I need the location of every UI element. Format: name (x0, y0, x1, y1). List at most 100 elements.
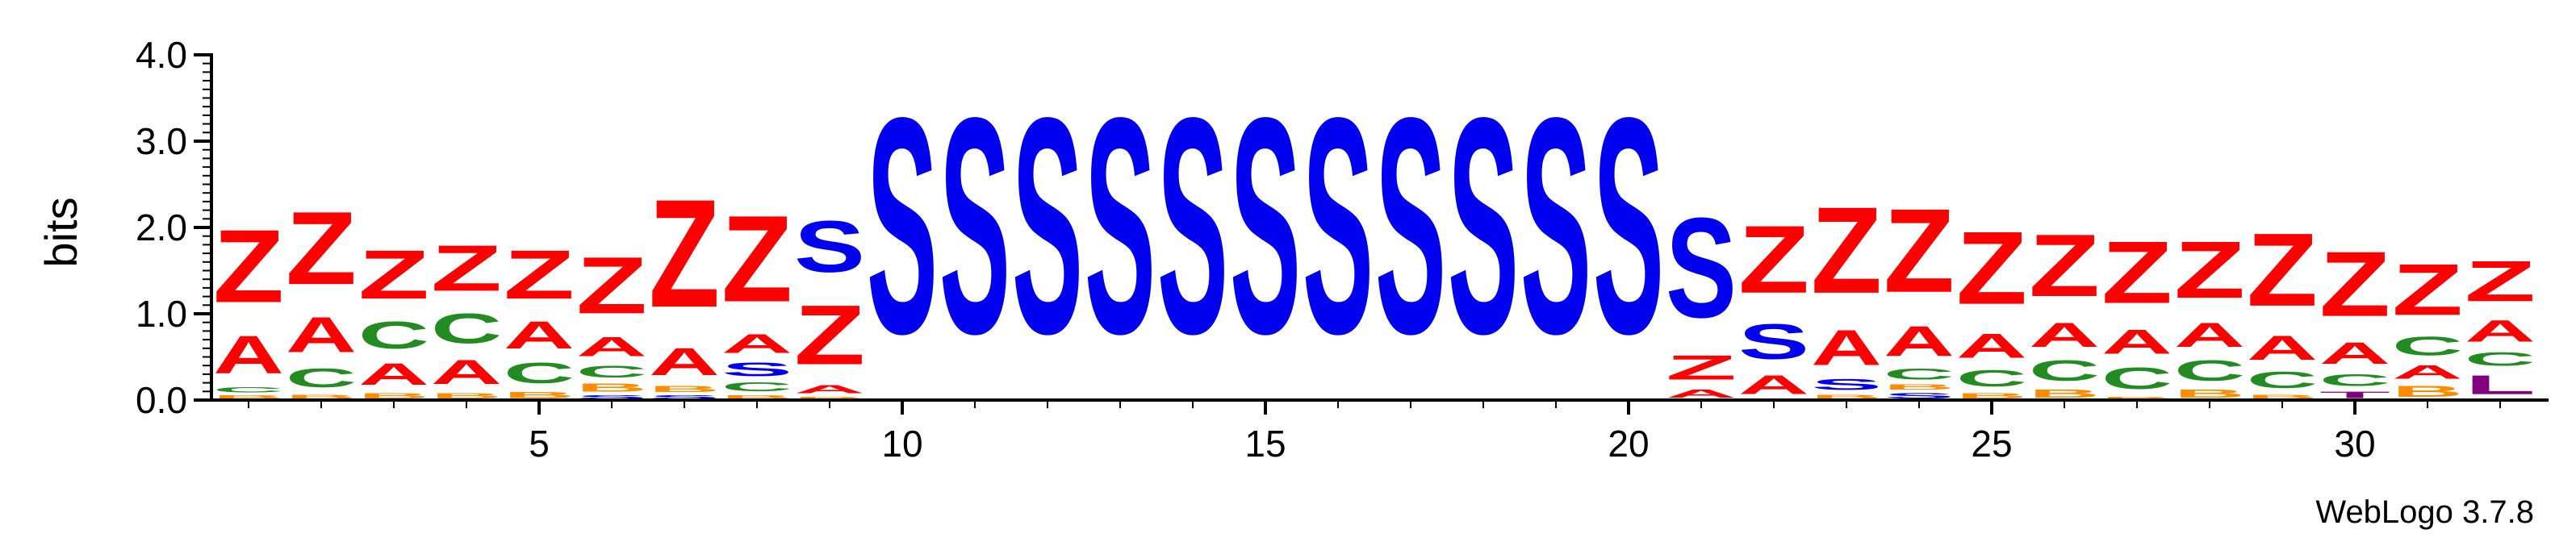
logo-letter-Z: Z (1666, 348, 1737, 387)
logo-letter-S: S (794, 205, 865, 287)
logo-letter-A: A (2101, 323, 2172, 361)
y-tick-label: 2.0 (136, 206, 187, 248)
logo-letter-B: B (721, 394, 792, 400)
logo-stack-pos-22: ASZ (1738, 206, 1809, 399)
logo-letter-Z: Z (2465, 249, 2536, 314)
logo-letter-Z: Z (213, 208, 284, 324)
logo-letter-C: C (2029, 355, 2100, 387)
logo-letter-B: B (2392, 383, 2463, 400)
logo-letter-B: B (2247, 394, 2318, 400)
x-tick-label: 5 (529, 423, 550, 465)
logo-letter-T: T (2319, 390, 2390, 400)
logo-letter-C: C (576, 362, 647, 382)
logo-letter-S: S (1157, 53, 1228, 398)
x-tick-label: 30 (2334, 423, 2375, 465)
logo-letter-B: B (649, 384, 720, 394)
logo-letter-S: S (939, 53, 1010, 398)
logo-stack-pos-18: S (1448, 53, 1519, 398)
logo-stack-pos-14: S (1157, 53, 1228, 398)
logo-letter-B: B (431, 391, 502, 400)
logo-letter-Z: Z (1738, 206, 1809, 314)
logo-letter-C: C (358, 314, 429, 357)
logo-letter-Z: Z (431, 231, 502, 305)
x-tick-label: 25 (1971, 423, 2012, 465)
logo-letter-S: S (867, 53, 938, 398)
logo-letter-A: A (2465, 314, 2536, 348)
logo-letter-A: A (2319, 336, 2390, 371)
x-tick-label: 15 (1244, 423, 1286, 465)
x-axis-ticks: 5 10 15 20 25 30 (248, 400, 2501, 465)
logo-stack-pos-13: S (1085, 53, 1156, 398)
logo-letter-A: A (794, 383, 865, 396)
logo-letter-S: S (1230, 53, 1301, 398)
logo-letter-B: B (576, 381, 647, 394)
logo-letter-B: B (1956, 391, 2027, 400)
logo-letter-A: A (213, 325, 284, 386)
logo-letter-A: A (2029, 315, 2100, 354)
y-tick-label: 1.0 (136, 293, 187, 335)
x-tick-label: 20 (1608, 423, 1649, 465)
logo-letter-Z: Z (2029, 216, 2100, 315)
logo-letter-A: A (1666, 387, 1737, 400)
weblogo-credit: WebLogo 3.7.8 (2315, 494, 2534, 530)
logo-letter-A: A (649, 340, 720, 384)
y-tick-label: 4.0 (136, 34, 187, 76)
logo-letter-S: S (576, 394, 647, 400)
logo-letter-A: A (2174, 315, 2245, 354)
logo-stack-pos-16: S (1303, 53, 1374, 398)
logo-letter-Z: Z (576, 241, 647, 332)
logo-letter-S: S (1811, 376, 1882, 393)
logo-letter-Z: Z (504, 236, 575, 314)
logo-letter-A: A (1811, 320, 1882, 376)
logo-letter-C: C (1956, 365, 2027, 391)
logo-letter-C: C (1884, 365, 1955, 382)
logo-letter-S: S (1012, 53, 1083, 398)
logo-stack-pos-21: AZS (1666, 189, 1737, 400)
logo-letter-Z: Z (286, 190, 357, 306)
logo-letter-S: S (1884, 391, 1955, 400)
logo-stack-pos-15: S (1230, 53, 1301, 398)
logo-letter-S: S (1666, 189, 1737, 348)
logo-letter-Z: Z (1956, 210, 2027, 326)
y-tick-label: 0.0 (136, 379, 187, 421)
logo-letter-C: C (2174, 355, 2245, 387)
y-tick-label: 3.0 (136, 120, 187, 162)
logo-letter-B: B (286, 394, 357, 400)
logo-stack-pos-10: S (867, 53, 938, 398)
logo-letter-S: S (1593, 53, 1664, 398)
logo-letter-C: C (2465, 348, 2536, 370)
logo-letter-C: C (2101, 361, 2172, 396)
logo-letter-C: C (2319, 371, 2390, 390)
y-axis-title: bits (36, 197, 86, 267)
logo-letter-A: A (576, 331, 647, 361)
logo-letter-S: S (1448, 53, 1519, 398)
logo-letter-Z: Z (2247, 211, 2318, 327)
logo-letter-A: A (286, 307, 357, 362)
logo-letter-L: L (2465, 370, 2536, 400)
logo-letter-S: S (649, 394, 720, 400)
logo-letter-S: S (1520, 53, 1591, 398)
logo-letter-C: C (431, 305, 502, 352)
logo-letter-Z: Z (721, 191, 792, 328)
logo-letter-B: B (1884, 383, 1955, 392)
logo-letter-B: B (1811, 394, 1882, 400)
logo-letter-A: A (358, 357, 429, 392)
logo-letter-S: S (1085, 53, 1156, 398)
logo-letter-A: A (2392, 361, 2463, 383)
logo-stack-pos-19: S (1520, 53, 1591, 398)
logo-letter-Z: Z (2392, 248, 2463, 331)
